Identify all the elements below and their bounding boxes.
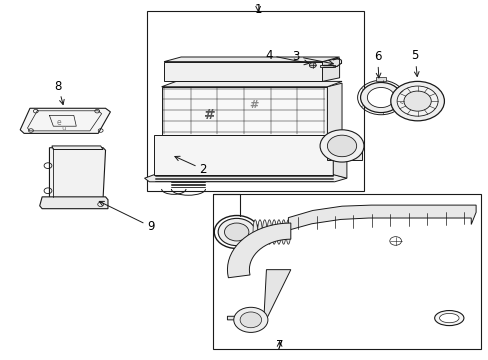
- Polygon shape: [144, 175, 346, 182]
- Text: 5: 5: [410, 49, 418, 76]
- Ellipse shape: [276, 220, 281, 244]
- Ellipse shape: [257, 220, 262, 244]
- Ellipse shape: [271, 220, 276, 244]
- Ellipse shape: [267, 220, 271, 244]
- Bar: [212, 194, 480, 348]
- Circle shape: [309, 63, 316, 68]
- Ellipse shape: [285, 220, 290, 244]
- Polygon shape: [327, 83, 341, 135]
- Polygon shape: [332, 135, 346, 178]
- Circle shape: [224, 223, 248, 241]
- Circle shape: [240, 312, 261, 328]
- Polygon shape: [40, 197, 108, 209]
- Polygon shape: [163, 62, 322, 81]
- Polygon shape: [322, 58, 339, 81]
- Circle shape: [396, 86, 437, 116]
- Ellipse shape: [439, 314, 458, 323]
- Polygon shape: [163, 57, 339, 62]
- Ellipse shape: [281, 220, 285, 244]
- Polygon shape: [227, 223, 290, 278]
- Circle shape: [390, 81, 444, 121]
- Circle shape: [360, 82, 401, 113]
- Polygon shape: [227, 270, 290, 320]
- Text: u: u: [61, 125, 66, 131]
- Circle shape: [233, 307, 267, 332]
- Polygon shape: [327, 146, 361, 160]
- Text: 1: 1: [254, 3, 262, 16]
- Polygon shape: [52, 146, 103, 149]
- Text: 9: 9: [99, 201, 154, 233]
- Text: 7: 7: [275, 339, 283, 352]
- Polygon shape: [161, 81, 341, 87]
- Polygon shape: [49, 148, 105, 202]
- Polygon shape: [320, 65, 334, 67]
- Text: e: e: [57, 118, 61, 127]
- Text: 6: 6: [373, 50, 381, 78]
- Circle shape: [403, 91, 430, 111]
- Ellipse shape: [434, 311, 463, 325]
- Bar: [147, 12, 363, 191]
- Polygon shape: [161, 87, 327, 135]
- Ellipse shape: [252, 220, 257, 244]
- Polygon shape: [154, 135, 332, 175]
- Ellipse shape: [262, 220, 266, 244]
- Bar: [375, 77, 385, 81]
- Text: 4: 4: [264, 49, 308, 65]
- Text: 3: 3: [291, 50, 333, 65]
- Text: 8: 8: [55, 80, 64, 104]
- Text: 2: 2: [175, 156, 206, 176]
- Polygon shape: [20, 108, 110, 134]
- Circle shape: [366, 87, 394, 108]
- Text: #: #: [204, 108, 216, 122]
- Polygon shape: [288, 205, 475, 230]
- Circle shape: [327, 135, 356, 157]
- Circle shape: [320, 130, 363, 162]
- Text: #: #: [249, 100, 259, 110]
- Circle shape: [218, 219, 255, 246]
